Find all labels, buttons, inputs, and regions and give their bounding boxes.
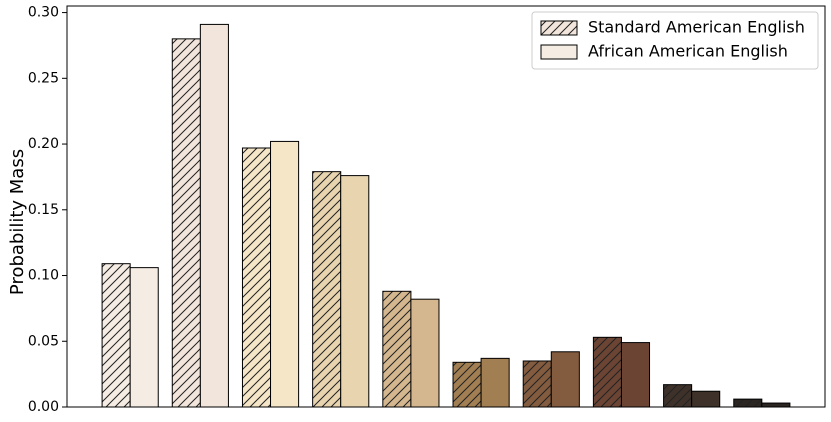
bar	[663, 384, 693, 408]
bar	[550, 351, 580, 408]
bar	[340, 175, 370, 408]
bar	[199, 23, 229, 408]
bar	[620, 342, 651, 408]
bar	[312, 171, 342, 408]
y-tick-label: 0.15	[28, 202, 59, 218]
bar	[592, 336, 622, 408]
y-tick-label: 0.25	[28, 70, 59, 86]
bar	[410, 298, 440, 408]
bar	[171, 38, 201, 408]
bar	[241, 147, 272, 408]
y-axis-label: Probability Mass	[7, 149, 28, 295]
legend-box	[531, 11, 819, 70]
bar	[480, 357, 510, 408]
bar	[522, 360, 552, 408]
y-tick-label: 0.05	[28, 333, 59, 349]
bar	[733, 398, 763, 408]
bar	[691, 390, 721, 408]
bar	[382, 290, 412, 408]
bar	[101, 263, 131, 408]
y-tick-label: 0.30	[28, 5, 59, 21]
y-tick-label: 0.00	[28, 399, 59, 415]
legend-swatch	[540, 44, 578, 60]
plot-frame	[66, 5, 826, 408]
bar	[452, 361, 482, 408]
y-tick-label: 0.20	[28, 136, 59, 152]
y-tick-label: 0.10	[28, 268, 59, 284]
bar	[270, 140, 300, 408]
bar	[761, 402, 791, 408]
legend-label: African American English	[588, 42, 788, 61]
legend-label: Standard American English	[588, 18, 805, 37]
legend-swatch	[540, 20, 578, 36]
bar	[129, 267, 159, 408]
